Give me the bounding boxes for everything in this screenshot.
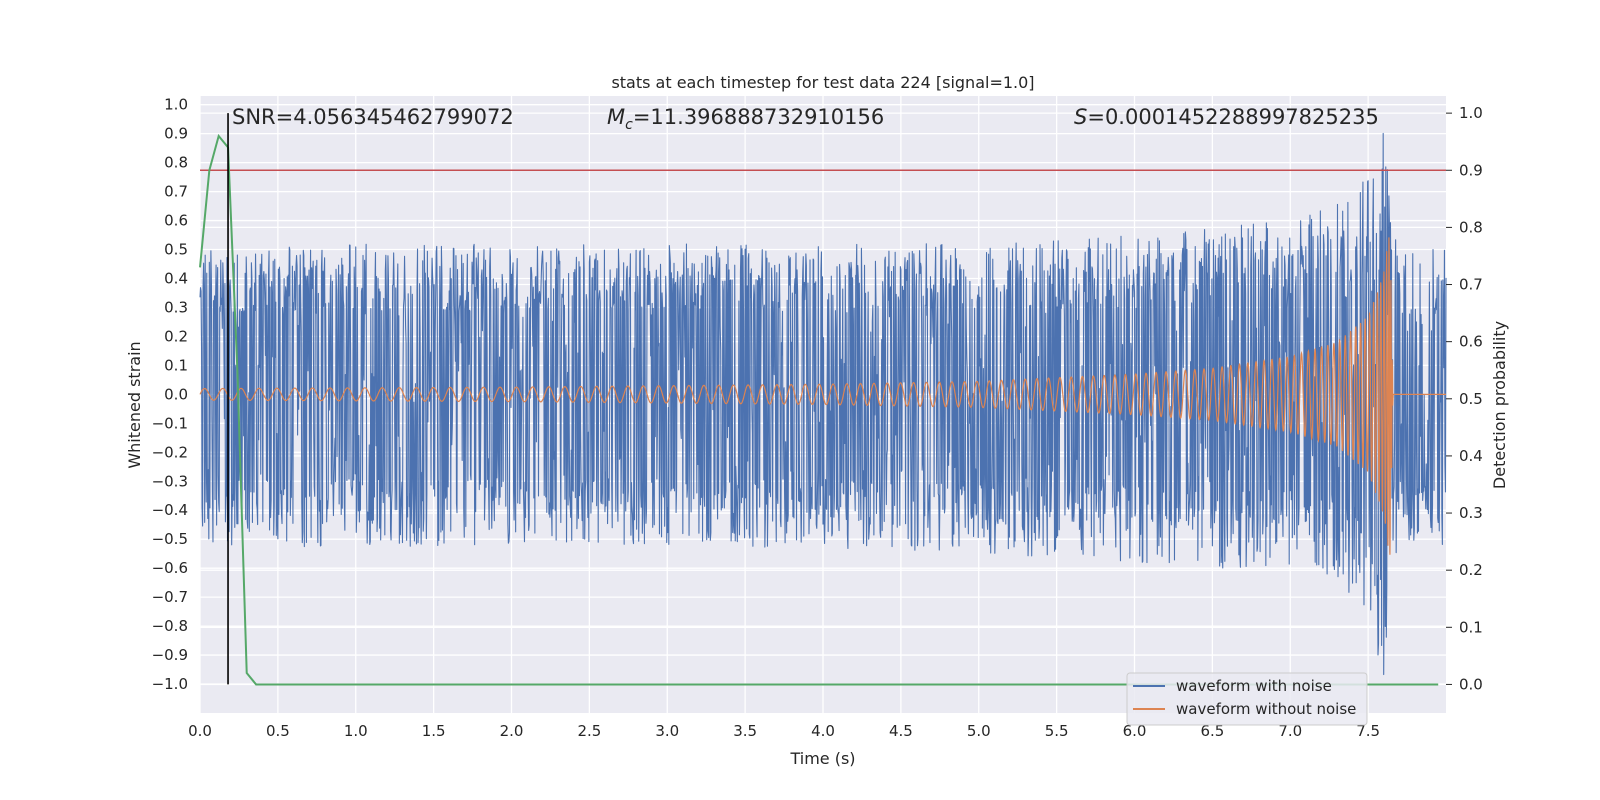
x-axis-label: Time (s) — [789, 749, 855, 768]
y-tick-label-right: 0.8 — [1459, 218, 1483, 236]
y-tick-label-left: −0.5 — [152, 530, 188, 548]
y-tick-label-left: 0.5 — [164, 241, 188, 259]
y-tick-label-left: 0.1 — [164, 356, 188, 374]
y-tick-label-left: −1.0 — [152, 675, 188, 693]
series-line-detection-probability — [199, 133, 1439, 686]
y-tick-label-right: 0.4 — [1459, 447, 1483, 465]
plot-data — [199, 113, 1447, 686]
x-tick-label: 6.0 — [1123, 722, 1147, 740]
y-tick-label-left: 0.0 — [164, 385, 188, 403]
y-tick-label-left: −0.3 — [152, 472, 188, 490]
y-tick-label-left: 0.9 — [164, 125, 188, 143]
x-tick-label: 5.0 — [967, 722, 991, 740]
x-tick-label: 5.5 — [1045, 722, 1069, 740]
y-tick-label-right: 0.1 — [1459, 618, 1483, 636]
x-tick-label: 0.0 — [188, 722, 212, 740]
y-tick-label-right: 0.3 — [1459, 504, 1483, 522]
y-tick-label-left: 0.8 — [164, 154, 188, 172]
x-tick-label: 6.5 — [1200, 722, 1224, 740]
y-tick-label-left: −0.7 — [152, 588, 188, 606]
y-tick-label-left: −0.6 — [152, 559, 188, 577]
x-tick-label: 2.0 — [500, 722, 524, 740]
chirp-mass-subscript: c — [625, 117, 633, 133]
y-tick-label-left: 0.7 — [164, 183, 188, 201]
series-line-waveform-with-noise — [199, 132, 1447, 676]
y-tick-label-left: 1.0 — [164, 96, 188, 114]
chirp-mass-symbol: M — [607, 105, 625, 129]
s-symbol: S — [1074, 105, 1087, 129]
chirp-mass-value: =11.396888732910156 — [633, 105, 884, 129]
snr-annotation: SNR=4.056345462799072 — [232, 105, 514, 129]
y-tick-label-left: −0.2 — [152, 443, 188, 461]
y-tick-label-right: 0.0 — [1459, 675, 1483, 693]
y-tick-label-right: 0.2 — [1459, 561, 1483, 579]
x-tick-label: 2.5 — [577, 722, 601, 740]
y-tick-label-right: 0.9 — [1459, 161, 1483, 179]
y-tick-label-right: 0.5 — [1459, 390, 1483, 408]
legend: waveform with noise waveform without noi… — [1126, 672, 1368, 726]
x-tick-label: 1.5 — [422, 722, 446, 740]
y-tick-label-left: −0.8 — [152, 617, 188, 635]
x-tick-label: 7.5 — [1356, 722, 1380, 740]
x-tick-label: 4.0 — [811, 722, 835, 740]
y-tick-label-left: −0.1 — [152, 414, 188, 432]
y-tick-label-right: 1.0 — [1459, 104, 1483, 122]
x-tick-label: 3.5 — [733, 722, 757, 740]
x-tick-label: 0.5 — [266, 722, 290, 740]
legend-label-clean: waveform without noise — [1176, 700, 1356, 718]
s-value: =0.0001452288997825235 — [1087, 105, 1379, 129]
y-tick-label-left: 0.6 — [164, 212, 188, 230]
chart-title: stats at each timestep for test data 224… — [611, 73, 1034, 92]
y-tick-label-left: −0.9 — [152, 646, 188, 664]
series-line-waveform-without-noise — [199, 237, 1446, 555]
x-tick-label: 7.0 — [1278, 722, 1302, 740]
x-tick-label: 3.0 — [655, 722, 679, 740]
axes: 0.0 0.5 1.0 1.5 2.0 2.5 3.0 3.5 4.0 4.5 5.0 5.5 6.0 6… — [152, 96, 1483, 740]
y-tick-label-left: −0.4 — [152, 501, 188, 519]
y-tick-label-right: 0.7 — [1459, 276, 1483, 294]
chirp-mass-annotation: Mc=11.396888732910156 — [607, 105, 884, 133]
legend-box — [1126, 672, 1368, 726]
y-tick-label-left: 0.4 — [164, 269, 188, 287]
x-tick-label: 1.0 — [344, 722, 368, 740]
y-tick-label-right: 0.6 — [1459, 333, 1483, 351]
x-tick-label: 4.5 — [889, 722, 913, 740]
y-axis-label-right: Detection probability — [1490, 321, 1509, 489]
y-tick-label-left: 0.2 — [164, 327, 188, 345]
s-annotation: S=0.0001452288997825235 — [1074, 105, 1379, 129]
y-tick-label-left: 0.3 — [164, 298, 188, 316]
legend-label-noise: waveform with noise — [1176, 677, 1332, 695]
y-axis-label-left: Whitened strain — [125, 341, 144, 468]
